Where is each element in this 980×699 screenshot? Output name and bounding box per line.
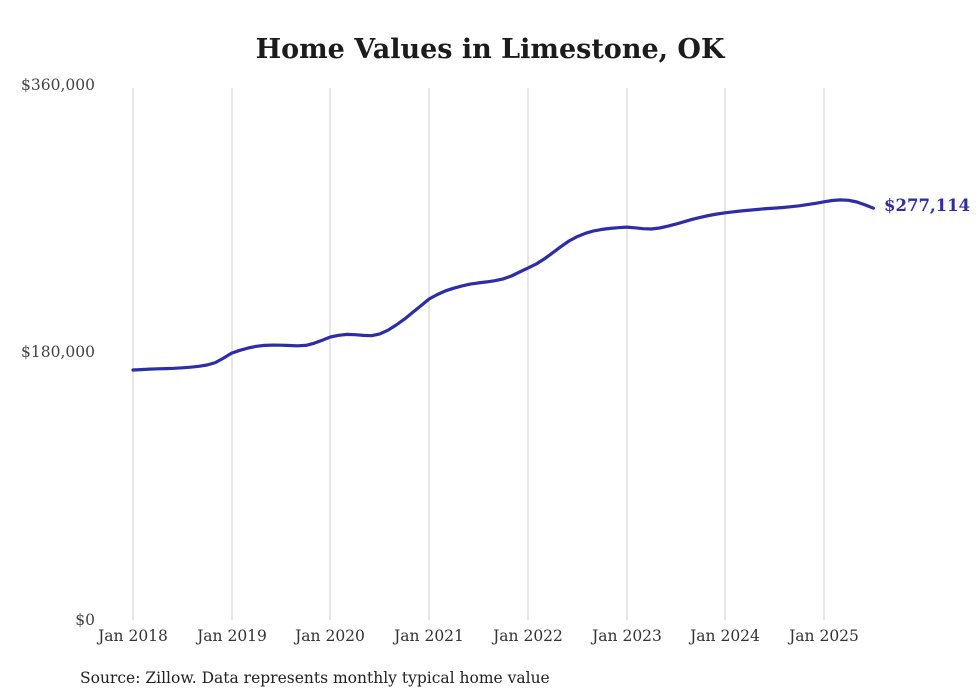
x-tick-label-jan-2018: Jan 2018 xyxy=(96,627,168,645)
x-axis-labels: Jan 2018 Jan 2019 Jan 2020 Jan 2021 Jan … xyxy=(96,627,859,645)
y-tick-label-180000: $180,000 xyxy=(21,343,95,361)
y-axis-labels: $0 $180,000 $360,000 xyxy=(21,76,95,629)
y-tick-label-0: $0 xyxy=(75,611,95,629)
gridlines xyxy=(132,88,825,620)
line-layer xyxy=(131,198,876,372)
home-value-line xyxy=(131,198,876,372)
x-tick-label-jan-2020: Jan 2020 xyxy=(293,627,365,645)
x-tick-label-jan-2019: Jan 2019 xyxy=(195,627,267,645)
x-tick-label-jan-2024: Jan 2024 xyxy=(688,627,760,645)
latest-value-label: $277,114 xyxy=(884,196,970,215)
x-tick-label-jan-2025: Jan 2025 xyxy=(787,627,859,645)
source-note: Source: Zillow. Data represents monthly … xyxy=(80,669,550,687)
x-tick-label-jan-2021: Jan 2021 xyxy=(392,627,464,645)
y-tick-label-360000: $360,000 xyxy=(21,76,95,94)
chart-title: Home Values in Limestone, OK xyxy=(256,34,726,65)
x-tick-label-jan-2022: Jan 2022 xyxy=(491,627,563,645)
x-tick-label-jan-2023: Jan 2023 xyxy=(590,627,662,645)
